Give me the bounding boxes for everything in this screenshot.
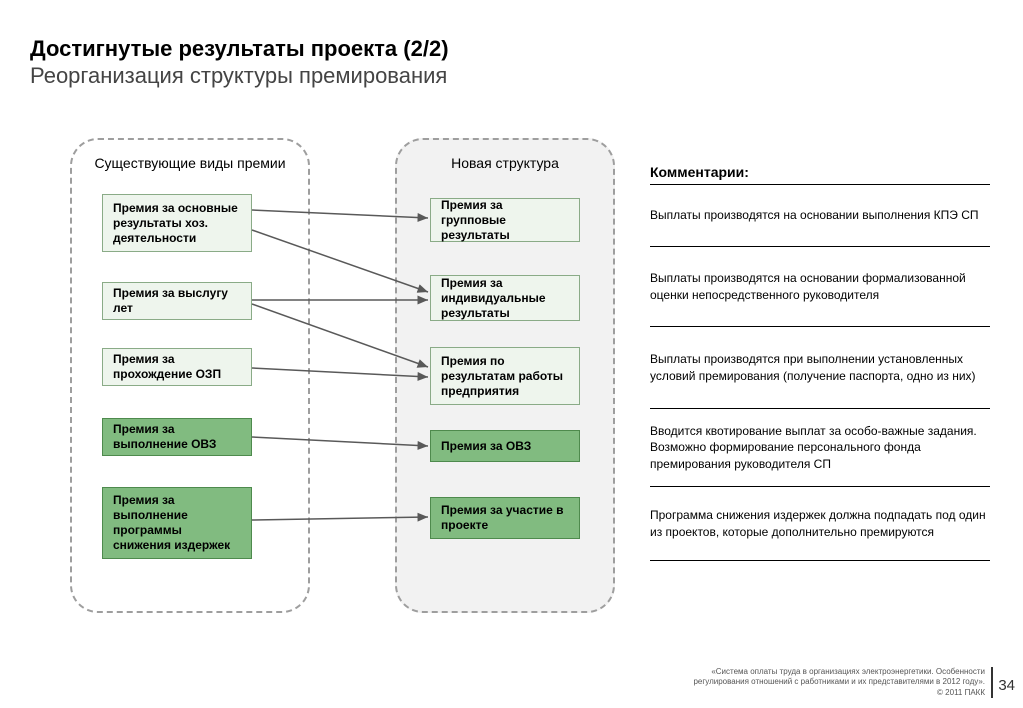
node-existing-1: Премия за основные результаты хоз. деяте… xyxy=(102,194,252,252)
node-new-5: Премия за участие в проекте xyxy=(430,497,580,539)
footer-line: регулирования отношений с работниками и … xyxy=(693,677,985,686)
slide-title-light: Реорганизация структуры премирования xyxy=(30,63,447,89)
comment-row: Выплаты производятся на основании формал… xyxy=(650,247,990,327)
node-new-2: Премия за индивидуальные результаты xyxy=(430,275,580,321)
node-label: Премия за прохождение ОЗП xyxy=(113,352,241,382)
footer-line: © 2011 ПАКК xyxy=(937,688,985,697)
comment-text: Вводится квотирование выплат за особо-ва… xyxy=(650,423,990,472)
comments-column: Комментарии: Выплаты производятся на осн… xyxy=(650,164,990,561)
node-existing-2: Премия за выслугу лет xyxy=(102,282,252,320)
node-existing-3: Премия за прохождение ОЗП xyxy=(102,348,252,386)
node-label: Премия за индивидуальные результаты xyxy=(441,276,569,321)
node-label: Премия по результатам работы предприятия xyxy=(441,354,569,399)
panel-existing-title: Существующие виды премии xyxy=(72,140,308,172)
node-new-1: Премия за групповые результаты xyxy=(430,198,580,242)
node-label: Премия за выполнение программы снижения … xyxy=(113,493,241,553)
node-label: Премия за выполнение ОВЗ xyxy=(113,422,241,452)
comments-title: Комментарии: xyxy=(650,164,990,185)
panel-new-title: Новая структура xyxy=(397,140,613,172)
node-existing-5: Премия за выполнение программы снижения … xyxy=(102,487,252,559)
slide: Достигнутые результаты проекта (2/2) Рео… xyxy=(0,0,1023,708)
node-new-4: Премия за ОВЗ xyxy=(430,430,580,462)
node-label: Премия за выслугу лет xyxy=(113,286,241,316)
node-label: Премия за участие в проекте xyxy=(441,503,569,533)
comment-row: Вводится квотирование выплат за особо-ва… xyxy=(650,409,990,487)
footer-line: «Система оплаты труда в организациях эле… xyxy=(711,667,985,676)
node-label: Премия за основные результаты хоз. деяте… xyxy=(113,201,241,246)
node-existing-4: Премия за выполнение ОВЗ xyxy=(102,418,252,456)
node-label: Премия за групповые результаты xyxy=(441,198,569,243)
comment-text: Выплаты производятся на основании выполн… xyxy=(650,207,979,223)
slide-title-bold: Достигнутые результаты проекта (2/2) xyxy=(30,36,449,62)
comment-text: Выплаты производятся при выполнении уста… xyxy=(650,351,990,383)
comment-row: Выплаты производятся при выполнении уста… xyxy=(650,327,990,409)
comment-row: Выплаты производятся на основании выполн… xyxy=(650,185,990,247)
page-number: 34 xyxy=(998,677,1015,694)
comment-text: Программа снижения издержек должна подпа… xyxy=(650,507,990,539)
node-label: Премия за ОВЗ xyxy=(441,439,531,454)
comment-text: Выплаты производятся на основании формал… xyxy=(650,270,990,302)
node-new-3: Премия по результатам работы предприятия xyxy=(430,347,580,405)
footer-text: «Система оплаты труда в организациях эле… xyxy=(693,667,993,698)
comment-row: Программа снижения издержек должна подпа… xyxy=(650,487,990,561)
